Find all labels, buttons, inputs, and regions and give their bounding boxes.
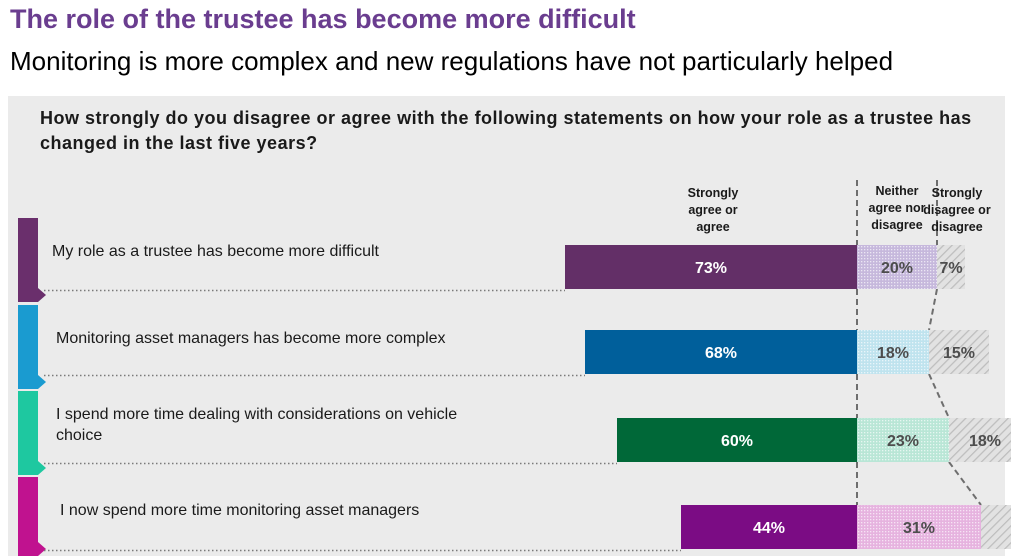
value-label-agree: 68% (705, 345, 737, 362)
value-label-disagree: 15% (943, 345, 975, 362)
row-stripe-arrow (38, 288, 46, 302)
connector-line (948, 461, 982, 506)
page-title: The role of the trustee has become more … (10, 4, 636, 34)
connector-line (928, 373, 950, 419)
row-stripe (18, 477, 38, 556)
bar-agree (565, 245, 857, 289)
chart-question: How strongly do you disagree or agree wi… (40, 108, 972, 153)
value-label-neither: 31% (903, 520, 935, 537)
row-stripe (18, 391, 38, 475)
series-header: Neither agree nor disagree (869, 184, 926, 232)
bar-neither-texture (857, 505, 981, 549)
bar-disagree-texture (929, 330, 989, 374)
category-label: I spend more time dealing with considera… (56, 406, 457, 444)
series-header: Strongly agree or agree (688, 186, 739, 234)
value-label-neither: 20% (881, 260, 913, 277)
bar-neither-texture (857, 330, 929, 374)
bar-agree (681, 505, 857, 549)
category-label: I now spend more time monitoring asset m… (60, 502, 419, 519)
connector-line (928, 288, 938, 331)
bar-disagree-texture (937, 245, 965, 289)
value-label-neither: 23% (887, 433, 919, 450)
bar-agree (585, 330, 857, 374)
series-header: Strongly disagree or disagree (923, 186, 991, 234)
bar-agree (617, 418, 857, 462)
value-label-disagree: 7% (939, 260, 962, 277)
value-label-agree: 60% (721, 433, 753, 450)
category-label: Monitoring asset managers has become mor… (56, 330, 446, 347)
page-subtitle: Monitoring is more complex and new regul… (10, 46, 894, 76)
bar-neither-texture (857, 245, 937, 289)
value-label-neither: 18% (877, 345, 909, 362)
row-stripe-arrow (38, 375, 46, 389)
category-label: My role as a trustee has become more dif… (52, 243, 380, 260)
chart-panel (8, 96, 1005, 556)
row-stripe-arrow (38, 542, 46, 556)
bar-disagree-texture (949, 418, 1011, 462)
value-label-agree: 44% (753, 520, 785, 537)
row-stripe-arrow (38, 461, 46, 475)
bar-neither-texture (857, 418, 949, 462)
row-stripe (18, 305, 38, 389)
row-stripe (18, 218, 38, 302)
value-label-disagree: 18% (969, 433, 1001, 450)
bar-disagree-texture (981, 505, 1011, 549)
value-label-agree: 73% (695, 260, 727, 277)
